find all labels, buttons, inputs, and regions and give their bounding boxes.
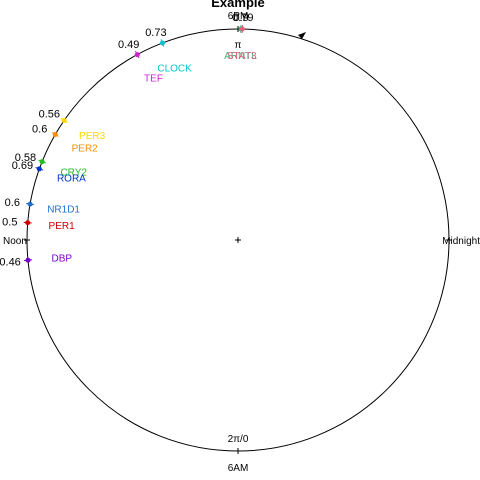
- amplitude-label-nr1d1: 0.6: [5, 197, 20, 209]
- amplitude-label-clock: 0.73: [145, 27, 166, 39]
- amplitude-label-arntl: 0.9: [234, 12, 249, 24]
- gene-label-stat3: STAT3: [227, 51, 257, 62]
- gene-label-arntl: ARNTL: [224, 51, 257, 62]
- amplitude-label-rora: 0.69: [12, 160, 33, 172]
- gene-label-cry2: CRY2: [60, 167, 87, 178]
- point-per1: [25, 220, 31, 226]
- point-per3: [61, 118, 67, 123]
- gene-label-dbp: DBP: [52, 254, 73, 265]
- amplitude-label-cry2: 0.58: [15, 152, 36, 164]
- amplitude-label-per2: 0.6: [32, 124, 47, 136]
- point-tef: [134, 52, 140, 58]
- axis-label-right: Midnight: [442, 236, 480, 247]
- point-clock: [159, 40, 165, 46]
- axis-label-top: 6PM: [228, 11, 249, 22]
- point-dbp: [25, 257, 31, 263]
- chart-title: Example: [211, 0, 264, 10]
- gene-label-clock: CLOCK: [157, 63, 192, 74]
- axis-label-top-radian: π: [235, 40, 242, 51]
- direction-arrow-icon: [298, 32, 306, 39]
- gene-label-per2: PER2: [72, 144, 99, 155]
- gene-label-tef: TEF: [144, 73, 163, 84]
- gene-label-per3: PER3: [79, 131, 106, 142]
- gene-label-per1: PER1: [49, 221, 76, 232]
- amplitude-label-tef: 0.49: [118, 39, 139, 51]
- amplitude-label-per3: 0.56: [39, 109, 60, 121]
- point-per2: [52, 132, 58, 137]
- point-rora: [36, 166, 42, 172]
- amplitude-label-dbp: 0.46: [0, 256, 21, 268]
- axis-label-bottom-radian: 2π/0: [228, 434, 249, 445]
- point-stat3: [239, 26, 245, 32]
- amplitude-label-stat3: 0.79: [232, 12, 253, 24]
- axis-label-bottom: 6AM: [228, 463, 249, 474]
- point-nr1d1: [27, 201, 33, 207]
- gene-label-rora: RORA: [57, 174, 86, 185]
- gene-label-nr1d1: NR1D1: [47, 205, 80, 216]
- axis-label-left: Noon: [3, 236, 27, 247]
- amplitude-label-per1: 0.5: [2, 217, 17, 229]
- phase-points: ARNTL 0.9 STAT3 0.79 CLOCK 0.73 TEF 0.49 PER3 0.5…: [0, 12, 257, 268]
- point-cry2: [39, 159, 45, 165]
